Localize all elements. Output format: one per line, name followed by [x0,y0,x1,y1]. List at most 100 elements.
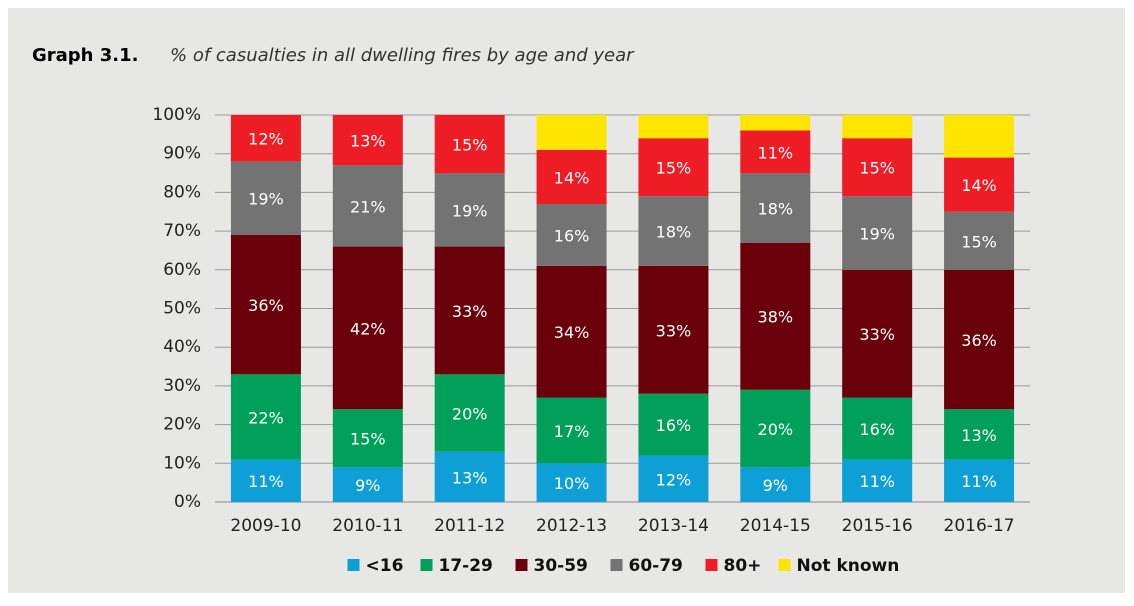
data-label: 33% [656,321,692,340]
y-tick-label: 100% [152,105,201,125]
data-label: 14% [554,168,590,187]
bar-segment [332,165,403,247]
bar-segment [740,242,811,390]
bar-segment [944,115,1015,158]
bar-segment [332,409,403,468]
legend-label: 17-29 [439,556,493,576]
legend-swatch [347,559,360,571]
data-label: 19% [859,225,895,244]
legend-swatch [420,559,433,571]
bar-segment [536,463,607,502]
bar-segment [230,374,301,460]
data-label: 16% [859,420,895,439]
data-label: 13% [961,426,997,445]
data-label: 18% [758,199,794,218]
y-tick-label: 80% [163,182,201,202]
data-label: 15% [859,159,895,178]
bar-segment [842,397,913,460]
chart-title: Graph 3.1. [32,45,139,66]
bar-segment [536,265,607,398]
bar-segment [842,115,913,139]
bar-segment [944,459,1015,502]
data-label: 14% [961,176,997,195]
data-label: 15% [656,159,692,178]
bar-segment [944,409,1015,460]
data-label: 18% [656,223,692,242]
bar-segment [434,451,505,502]
x-tick-label: 2009-10 [230,516,301,536]
data-label: 12% [248,130,284,149]
bar-segment [332,467,403,502]
y-tick-label: 30% [163,376,201,396]
data-label: 36% [248,296,284,315]
data-label: 16% [554,226,590,245]
data-label: 15% [350,430,386,449]
legend-label: 60-79 [629,556,683,576]
legend-swatch [778,559,791,571]
legend-label: 30-59 [534,556,588,576]
y-tick-label: 90% [163,144,201,164]
legend-swatch [705,559,718,571]
data-label: 9% [763,476,788,495]
bar-segment [740,130,811,174]
data-label: 20% [452,404,488,423]
bar-segment [638,265,709,394]
bar-segment [944,269,1015,410]
data-label: 13% [350,132,386,151]
bar-segment [230,115,301,162]
data-label: 16% [656,416,692,435]
y-tick-label: 50% [163,299,201,319]
data-label: 33% [452,302,488,321]
data-label: 42% [350,319,386,338]
bar-segment [536,115,607,150]
y-tick-label: 0% [174,492,201,512]
y-tick-label: 70% [163,221,201,241]
bar-segment [740,173,811,243]
chart-subtitle: % of casualties in all dwelling fires by… [170,45,635,66]
data-label: 11% [758,143,794,162]
bar-segment [638,196,709,266]
legend-label: Not known [797,556,900,576]
data-label: 22% [248,408,284,427]
data-label: 19% [248,190,284,209]
bar-segment [842,138,913,197]
bar-segment [944,157,1015,212]
bar-segment [638,115,709,139]
legend-swatch [515,559,528,571]
bar-segment [740,389,811,468]
bar-segment [842,269,913,398]
data-label: 11% [859,472,895,491]
y-tick-label: 20% [163,415,201,435]
bar-segment [536,397,607,464]
bar-segment [434,374,505,452]
data-label: 15% [452,136,488,155]
data-label: 11% [961,472,997,491]
data-label: 36% [961,331,997,350]
bar-segment [332,246,403,410]
legend-label: <16 [366,556,404,576]
bar-segment [434,115,505,174]
data-label: 34% [554,323,590,342]
bar-segment [230,161,301,235]
bar-segment [536,204,607,266]
bar-segment [638,393,709,456]
data-label: 20% [758,420,794,439]
data-label: 17% [554,422,590,441]
x-tick-label: 2010-11 [332,516,403,536]
data-label: 33% [859,325,895,344]
bar-segment [536,149,607,205]
bar-segment [332,115,403,166]
bar-segment [230,459,301,502]
bar-segment [842,196,913,270]
data-label: 38% [758,308,794,327]
x-tick-label: 2011-12 [434,516,505,536]
x-tick-label: 2012-13 [536,516,607,536]
bar-segment [638,455,709,502]
data-label: 15% [961,232,997,251]
legend-label: 80+ [724,556,762,576]
y-tick-label: 40% [163,337,201,357]
data-label: 13% [452,468,488,487]
bar-segment [434,246,505,375]
